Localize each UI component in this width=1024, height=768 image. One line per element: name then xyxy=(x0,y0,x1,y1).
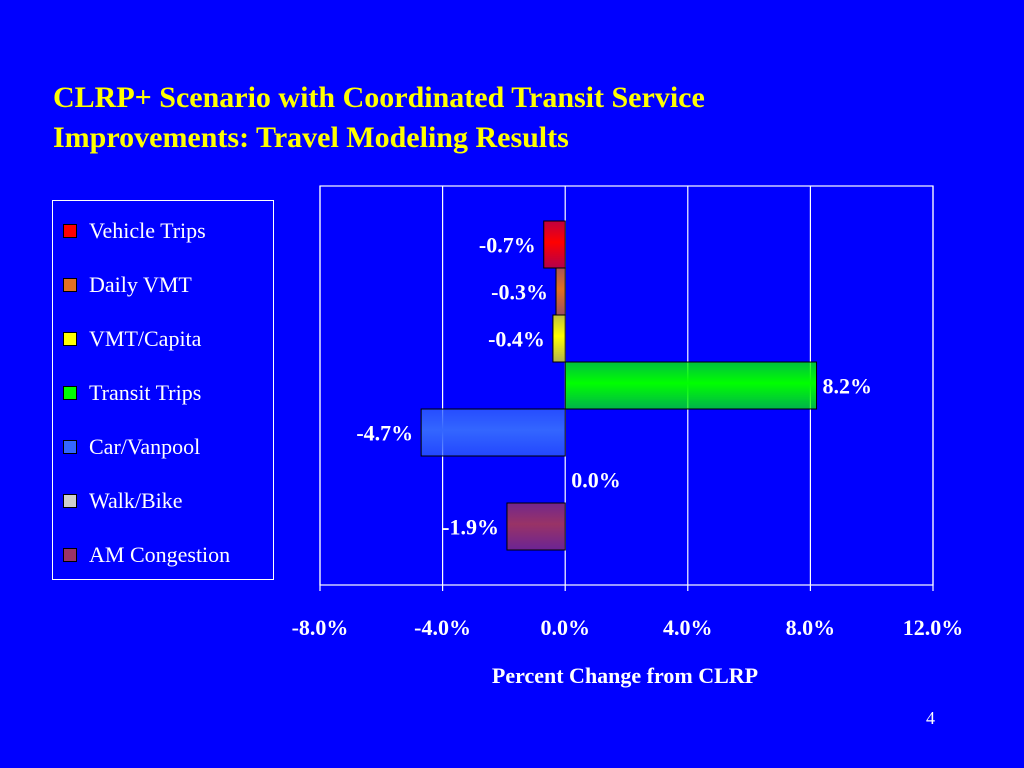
data-label: -1.9% xyxy=(442,515,499,540)
x-axis: -8.0% -4.0% 0.0% 4.0% 8.0% 12.0% xyxy=(292,585,964,640)
title-line-1: CLRP+ Scenario with Coordinated Transit … xyxy=(53,81,705,114)
legend-item: VMT/Capita xyxy=(63,324,201,354)
legend-swatch xyxy=(63,386,77,400)
data-label: 0.0% xyxy=(571,468,621,493)
legend-label: AM Congestion xyxy=(89,542,231,567)
bar-transit-trips xyxy=(564,361,818,410)
chart-data-labels: -0.7% -0.3% -0.4% 8.2% -4.7% 0.0% -1.9% xyxy=(356,233,872,540)
data-label: -0.7% xyxy=(479,233,536,258)
legend-item: Car/Vanpool xyxy=(63,432,200,462)
chart-legend: Vehicle Trips Daily VMT VMT/Capita Transit … xyxy=(52,200,274,580)
legend-label: Vehicle Trips xyxy=(89,218,206,243)
legend-swatch xyxy=(63,494,77,508)
x-tick-label: 8.0% xyxy=(786,615,836,640)
x-axis-label: Percent Change from CLRP xyxy=(492,663,758,688)
legend-item: Vehicle Trips xyxy=(63,216,206,246)
data-label: -4.7% xyxy=(356,421,413,446)
legend-item: Daily VMT xyxy=(63,270,192,300)
legend-swatch xyxy=(63,278,77,292)
bar-car-vanpool xyxy=(420,408,566,457)
title-line-2: Improvements: Travel Modeling Results xyxy=(53,121,569,154)
legend-item: Transit Trips xyxy=(63,378,201,408)
x-tick-label: 12.0% xyxy=(903,615,964,640)
legend-item: AM Congestion xyxy=(63,540,230,570)
data-label: -0.3% xyxy=(491,280,548,305)
x-tick-label: -8.0% xyxy=(292,615,349,640)
legend-item: Walk/Bike xyxy=(63,486,183,516)
bar-am-congestion xyxy=(506,502,566,551)
x-tick-label: 4.0% xyxy=(663,615,713,640)
slide-title: CLRP+ Scenario with Coordinated Transit … xyxy=(53,78,953,158)
legend-label: Transit Trips xyxy=(89,380,202,405)
legend-swatch xyxy=(63,548,77,562)
legend-label: Daily VMT xyxy=(89,272,192,297)
page-number: 4 xyxy=(926,708,935,728)
legend-swatch xyxy=(63,440,77,454)
legend-label: VMT/Capita xyxy=(89,326,202,351)
x-tick-label: -4.0% xyxy=(414,615,471,640)
legend-label: Car/Vanpool xyxy=(89,434,201,459)
legend-swatch xyxy=(63,332,77,346)
data-label: 8.2% xyxy=(823,374,873,399)
data-label: -0.4% xyxy=(488,327,545,352)
bar-daily-vmt xyxy=(555,267,566,316)
chart-bars xyxy=(420,220,818,551)
legend-label: Walk/Bike xyxy=(89,488,183,513)
legend-swatch xyxy=(63,224,77,238)
bar-vmt-capita xyxy=(552,314,566,363)
x-tick-label: 0.0% xyxy=(540,615,590,640)
bar-vehicle-trips xyxy=(543,220,566,269)
